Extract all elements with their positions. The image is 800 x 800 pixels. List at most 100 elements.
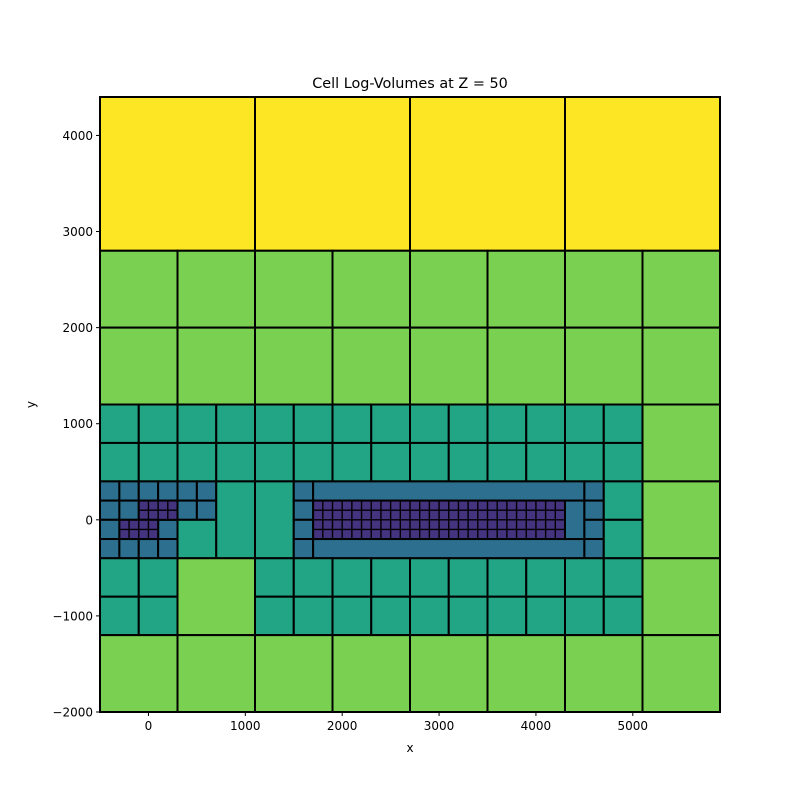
mesh-cell [99,499,121,521]
x-axis: 0 1000 2000 3000 4000 5000 [145,712,648,733]
mesh-cell [195,480,218,502]
mesh-cell [99,441,140,483]
mesh-cell [409,96,566,252]
mesh-cell [583,499,605,521]
mesh-cell [99,326,179,406]
mesh-cell [370,441,411,483]
mesh-cell [486,403,528,444]
mesh-cell [564,634,644,713]
mesh-cell [602,518,644,560]
mesh-cell [583,538,605,560]
mesh-cell [99,634,179,713]
mesh-cell [118,480,140,502]
mesh-cell [312,480,586,502]
mesh-cell [176,403,218,444]
x-tick-label: 3000 [424,719,455,733]
mesh-cell [447,557,489,598]
y-tick-label: −2000 [52,706,93,720]
mesh-cell [331,595,373,637]
mesh-cell [564,403,605,444]
x-tick-label: 2000 [327,719,358,733]
mesh-cell [292,595,334,637]
mesh-cell [254,326,334,406]
y-tick-label: 1000 [62,417,93,431]
mesh-cell [409,326,489,406]
mesh-cell [292,499,315,521]
y-tick-label: 0 [85,513,93,527]
mesh-cell [215,480,256,560]
y-tick-label: 4000 [62,129,93,143]
mesh-cell [137,595,179,637]
mesh-cell [292,538,315,560]
mesh-cell [99,480,121,502]
mesh-cell [176,441,218,483]
mesh-cell [564,441,605,483]
mesh-cell [157,518,179,541]
mesh-cell [583,480,605,502]
mesh-cell [447,403,489,444]
mesh-cell [641,249,721,329]
mesh-cell [602,480,644,521]
y-tick-label: −1000 [52,609,93,623]
mesh-cell [176,249,256,329]
x-tick-label: 4000 [521,719,552,733]
mesh-cell [99,518,121,541]
mesh-cell [176,557,256,637]
mesh-cell [564,249,644,329]
mesh-cell [99,249,179,329]
mesh-cell [331,249,411,329]
mesh-cell [564,595,605,637]
mesh-cell [525,403,566,444]
mesh-cell [486,249,566,329]
mesh-cell [99,403,140,444]
mesh-cell [254,634,334,713]
mesh-cell [486,441,528,483]
mesh-cell [564,326,644,406]
mesh-cell [254,595,295,637]
mesh-cell [370,557,411,598]
mesh-cell [525,441,566,483]
mesh-cells [99,96,721,713]
x-axis-label: x [406,741,413,755]
mesh-cell [331,634,411,713]
y-axis-label: y [24,401,38,408]
mesh-cell [195,499,218,521]
mesh-cell [99,96,256,252]
mesh-cell [176,518,218,560]
mesh-cell [641,326,721,406]
mesh-cell [137,480,160,502]
mesh-cell [176,480,198,502]
mesh-cell [292,518,315,541]
mesh-cell [641,557,721,637]
mesh-cell [370,403,411,444]
mesh-cell [583,518,605,541]
mesh-cell [525,557,566,598]
mesh-cell [447,441,489,483]
mesh-cell [99,595,140,637]
mesh-cell [331,326,411,406]
mesh-cell [254,480,295,560]
mesh-cell [564,557,605,598]
mesh-cell [602,403,644,444]
mesh-cell [486,634,566,713]
mesh-cell [312,538,586,560]
mesh-cell [215,403,256,444]
mesh-cell [370,595,411,637]
mesh-cell [254,557,295,598]
mesh-cell [176,499,198,521]
mesh-cell [292,557,334,598]
mesh-cell [99,557,140,598]
mesh-cell [292,441,334,483]
x-tick-label: 1000 [230,719,261,733]
mesh-cell [331,441,373,483]
mesh-cell [486,326,566,406]
mesh-cell [447,595,489,637]
mesh-cell [409,441,450,483]
mesh-cell [254,441,295,483]
mesh-cell [641,480,721,560]
mesh-cell [157,538,179,560]
plot-frame [99,96,721,713]
mesh-cell [602,595,644,637]
mesh-cell [137,557,179,598]
